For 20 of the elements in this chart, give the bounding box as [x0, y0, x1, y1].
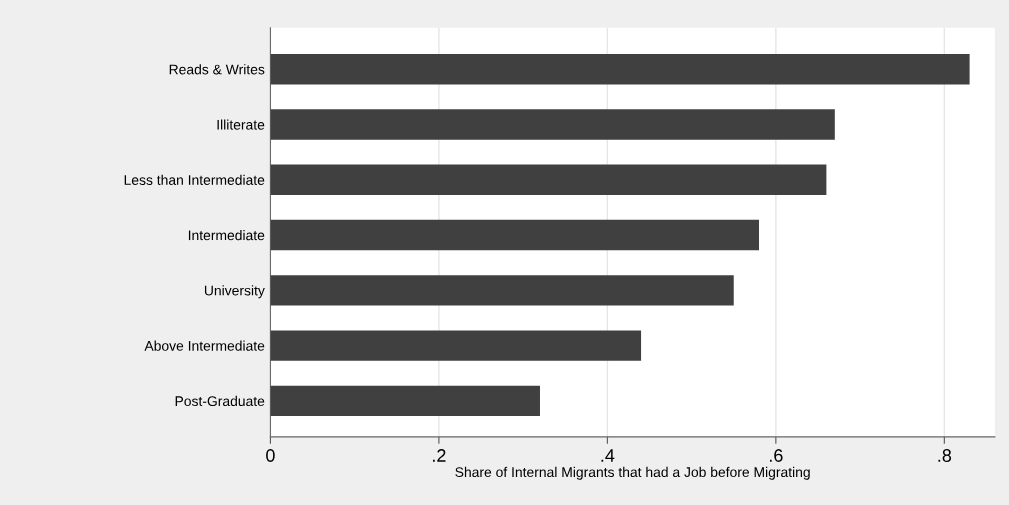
- y-tick-label: Above Intermediate: [144, 340, 265, 351]
- bar: [270, 330, 642, 361]
- x-tick-label: 0: [266, 449, 275, 462]
- x-tick-label: .4: [601, 449, 615, 462]
- bar: [270, 164, 827, 195]
- y-tick-label: University: [204, 285, 265, 299]
- bar: [270, 219, 759, 251]
- bar: [270, 385, 540, 417]
- x-tick-label: .6: [769, 449, 783, 462]
- y-tick-label: Post-Graduate: [175, 395, 265, 407]
- bar: [270, 54, 970, 85]
- x-tick-label: .8: [938, 449, 952, 462]
- x-axis-title: Share of Internal Migrants that had a Job before Migrating: [455, 466, 810, 480]
- x-tick-label: .2: [433, 449, 446, 462]
- bar: [270, 275, 734, 306]
- bar: [270, 109, 835, 140]
- y-tick-label: Intermediate: [188, 230, 265, 241]
- y-tick-label: Illiterate: [217, 119, 265, 130]
- y-tick-label: Less than Intermediate: [124, 174, 265, 185]
- y-tick-label: Reads & Writes: [169, 64, 265, 75]
